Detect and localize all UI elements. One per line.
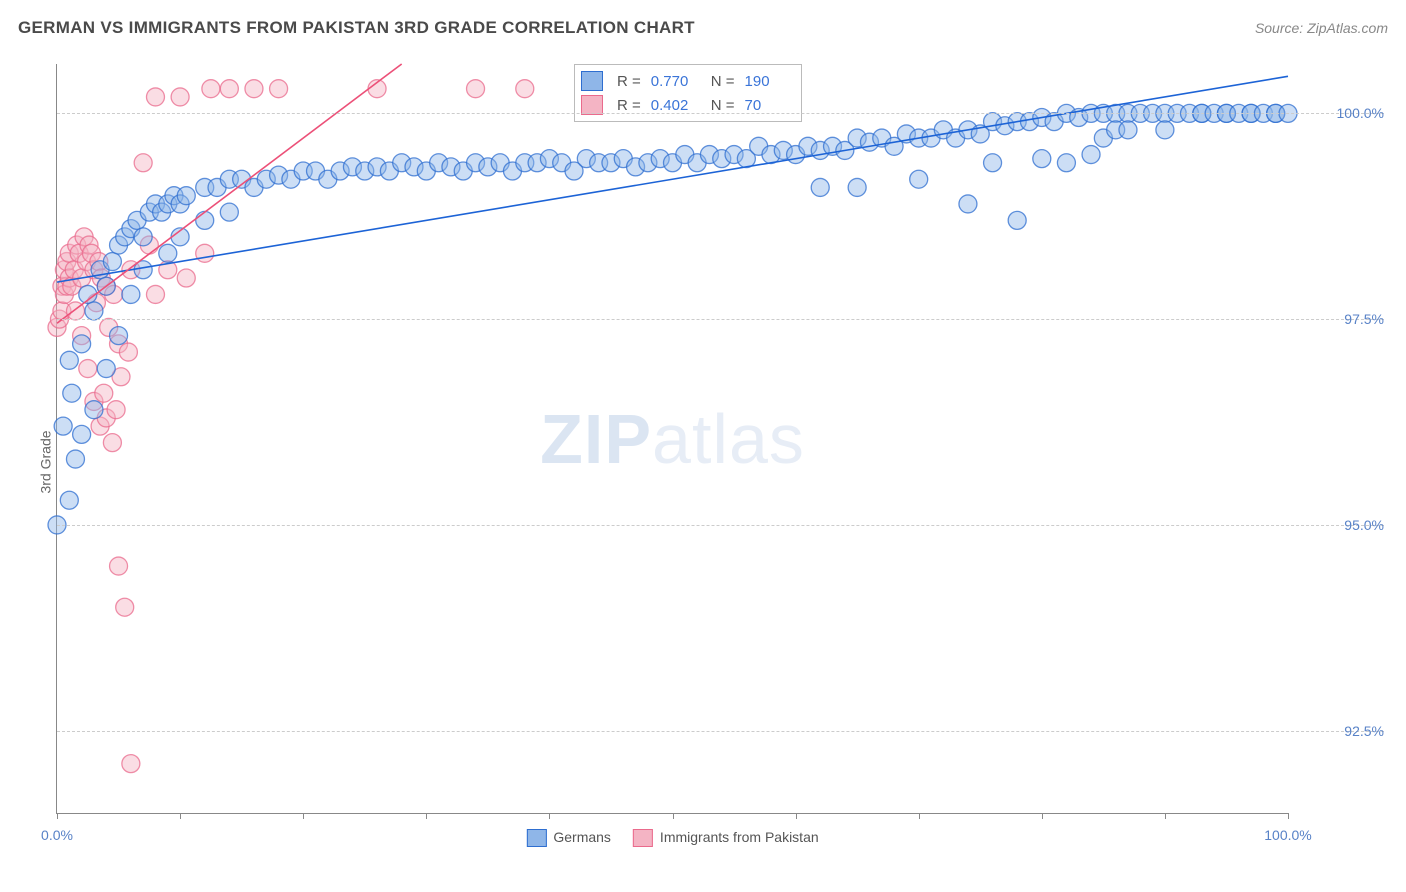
gridline <box>57 319 1384 320</box>
xtick <box>1042 813 1043 819</box>
chart-container: 3rd Grade ZIPatlas R = 0.770 N = 190 R =… <box>18 50 1388 874</box>
xtick <box>549 813 550 819</box>
stats-n-germans: 190 <box>745 73 795 90</box>
stats-n-pakistan: 70 <box>745 97 795 114</box>
legend-label-pakistan: Immigrants from Pakistan <box>660 829 819 845</box>
ytick-label: 92.5% <box>1294 723 1384 739</box>
legend-item-pakistan: Immigrants from Pakistan <box>633 829 819 847</box>
legend-label-germans: Germans <box>553 829 611 845</box>
ytick-label: 100.0% <box>1294 105 1384 121</box>
gridline <box>57 113 1384 114</box>
bottom-legend: Germans Immigrants from Pakistan <box>526 829 818 847</box>
ytick-label: 95.0% <box>1294 517 1384 533</box>
plot-area: ZIPatlas R = 0.770 N = 190 R = 0.402 N =… <box>56 64 1288 814</box>
xtick <box>1288 813 1289 819</box>
xtick <box>919 813 920 819</box>
xtick <box>796 813 797 819</box>
xtick-label: 0.0% <box>41 827 73 843</box>
stats-n-label: N = <box>711 97 735 114</box>
stats-r-pakistan: 0.402 <box>651 97 701 114</box>
swatch-pakistan-icon <box>633 829 653 847</box>
swatch-germans-icon <box>526 829 546 847</box>
xtick <box>426 813 427 819</box>
gridline <box>57 525 1384 526</box>
y-axis-label: 3rd Grade <box>38 430 54 493</box>
xtick <box>180 813 181 819</box>
legend-item-germans: Germans <box>526 829 611 847</box>
swatch-pakistan-icon <box>581 95 603 115</box>
gridline <box>57 731 1384 732</box>
xtick <box>303 813 304 819</box>
xtick <box>673 813 674 819</box>
xtick-label: 100.0% <box>1264 827 1311 843</box>
stats-r-label: R = <box>617 73 641 90</box>
xtick <box>57 813 58 819</box>
ytick-label: 97.5% <box>1294 311 1384 327</box>
stats-r-label: R = <box>617 97 641 114</box>
xtick <box>1165 813 1166 819</box>
swatch-germans-icon <box>581 71 603 91</box>
chart-title: GERMAN VS IMMIGRANTS FROM PAKISTAN 3RD G… <box>18 18 695 38</box>
stats-n-label: N = <box>711 73 735 90</box>
stats-row-germans: R = 0.770 N = 190 <box>581 69 795 93</box>
stats-r-germans: 0.770 <box>651 73 701 90</box>
scatter-svg <box>57 64 1288 813</box>
chart-header: GERMAN VS IMMIGRANTS FROM PAKISTAN 3RD G… <box>18 18 1388 38</box>
source-attribution: Source: ZipAtlas.com <box>1255 20 1388 36</box>
